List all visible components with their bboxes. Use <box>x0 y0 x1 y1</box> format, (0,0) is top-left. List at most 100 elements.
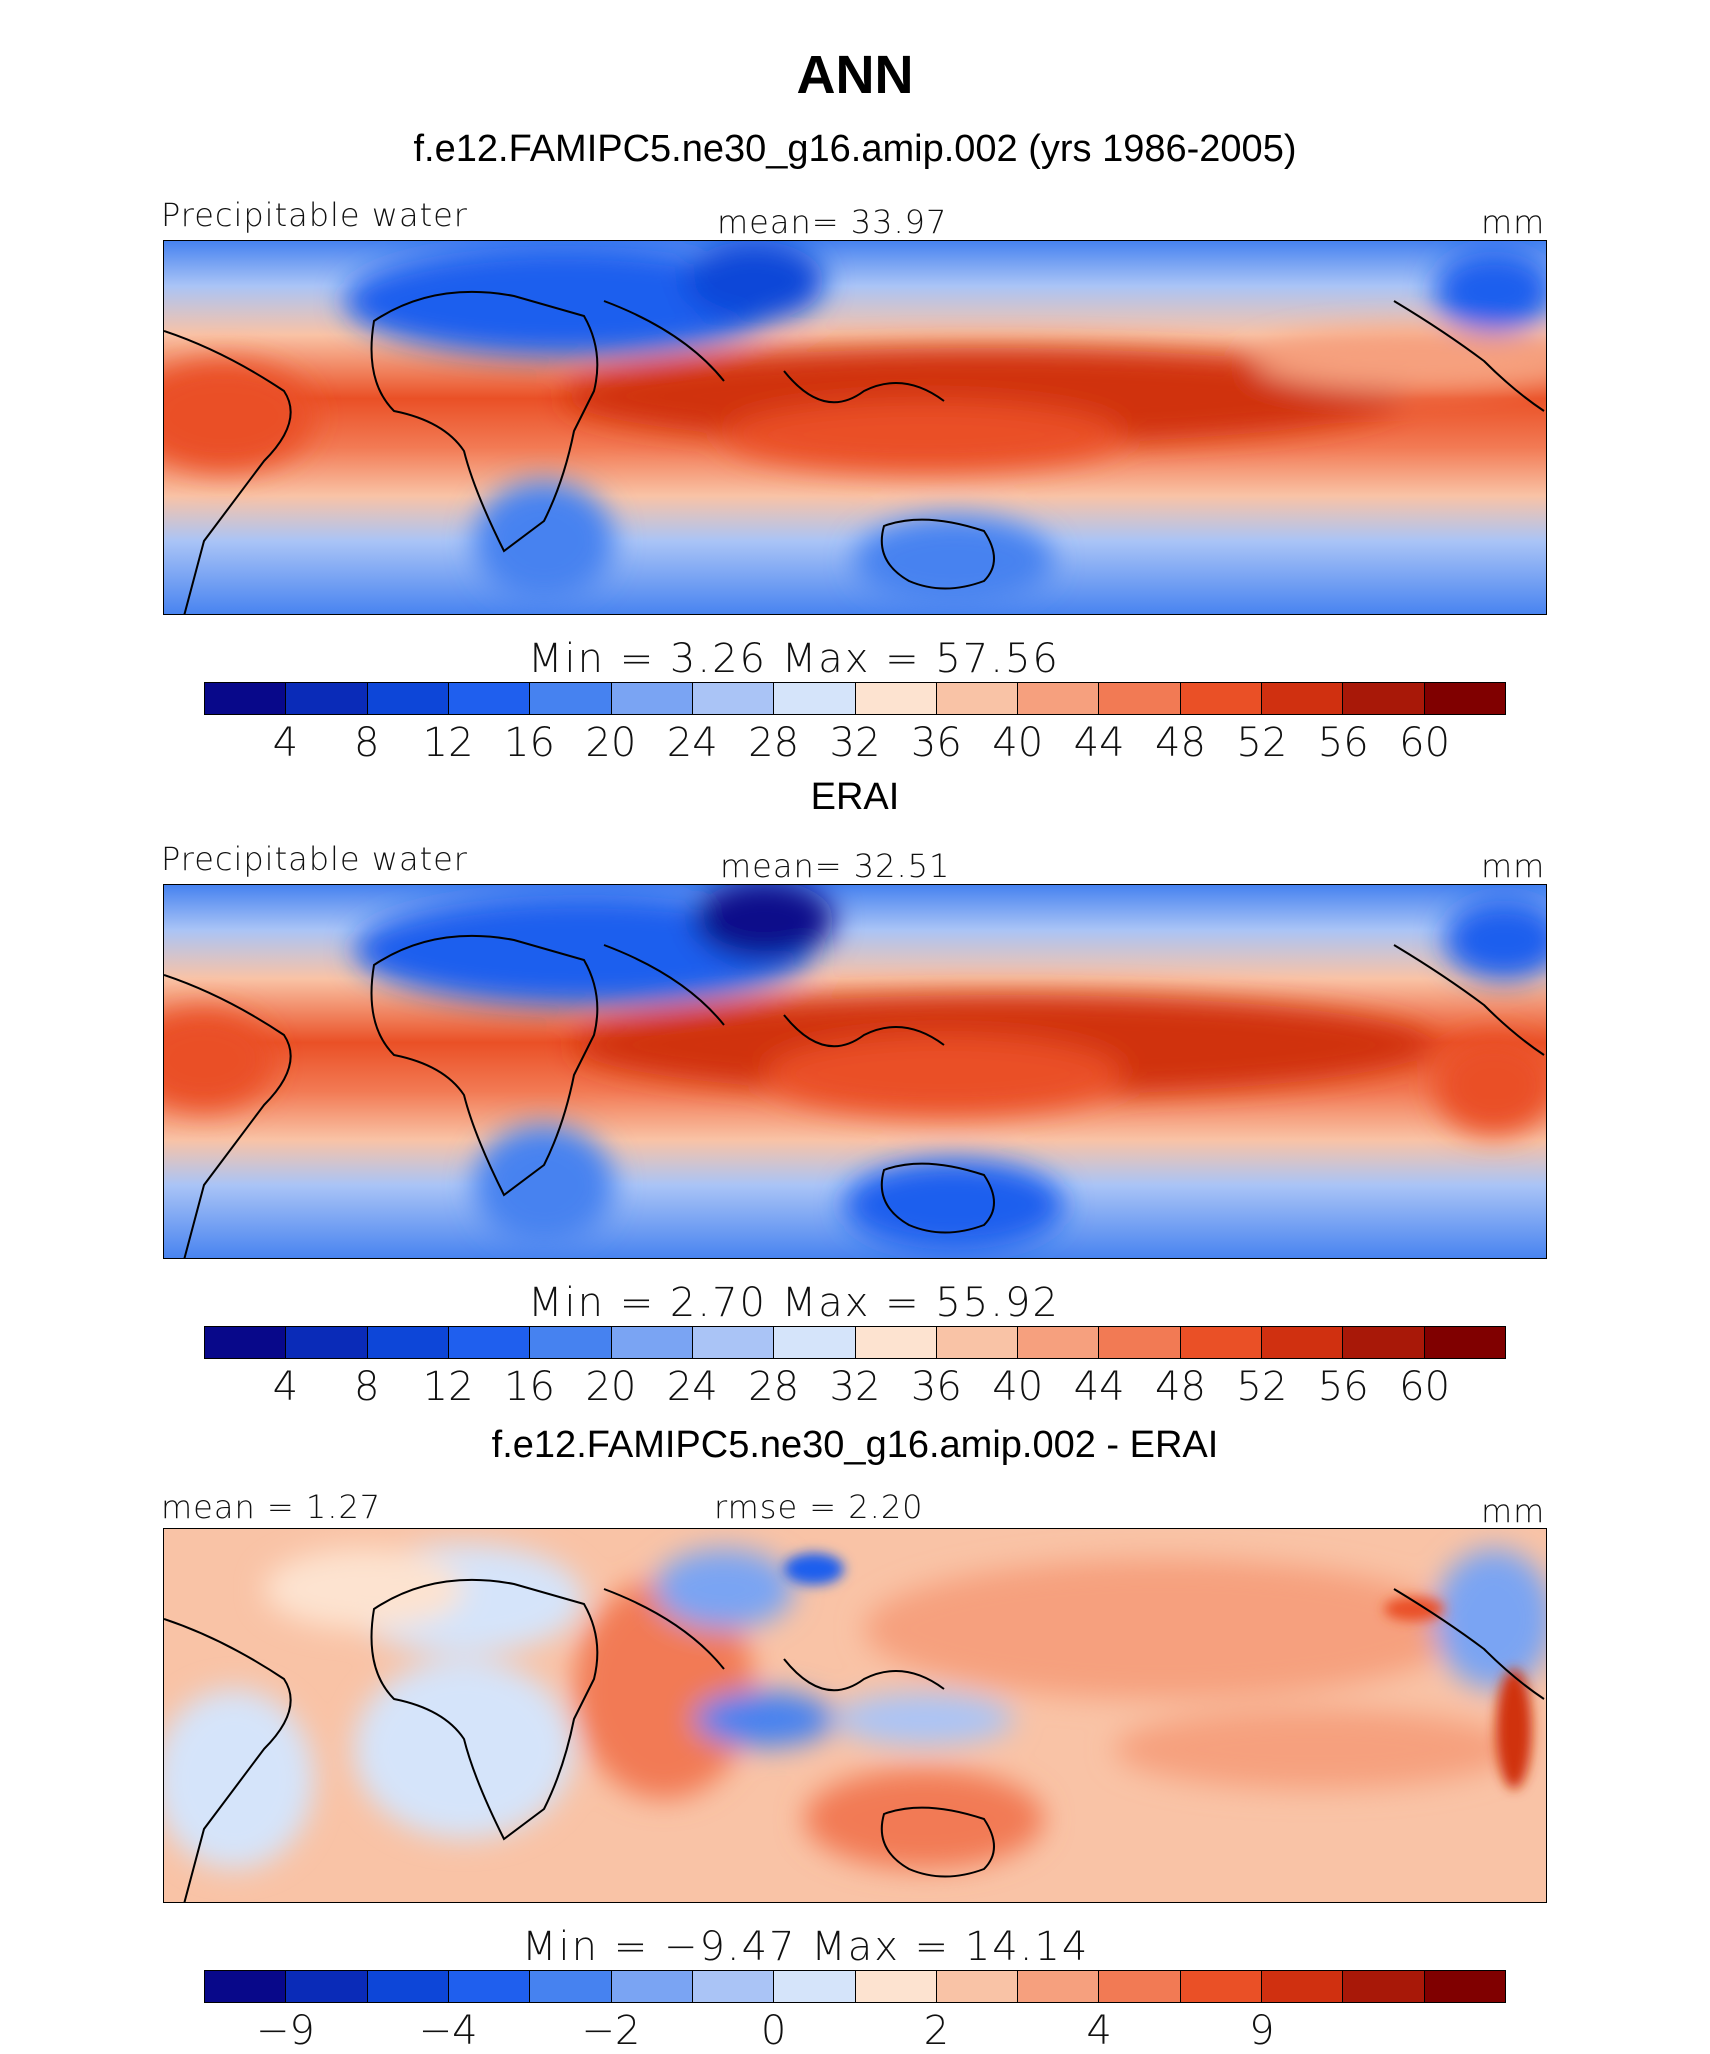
colorbar-tick-label: −2 <box>581 2008 641 2054</box>
panel-diff-colorbar <box>204 1970 1506 2003</box>
colorbar-segment <box>1180 1971 1263 2002</box>
colorbar-tick-label: 44 <box>1073 720 1125 766</box>
colorbar-segment <box>286 683 368 714</box>
panel-model-colorbar <box>204 682 1506 715</box>
colorbar-tick-label: 40 <box>992 1364 1044 1410</box>
colorbar-segment <box>1343 1971 1425 2002</box>
colorbar-tick-label: 4 <box>272 1364 299 1410</box>
colorbar-segment <box>692 1327 775 1358</box>
colorbar-segment <box>774 1971 856 2002</box>
colorbar-segment <box>1343 683 1425 714</box>
colorbar-segment <box>1180 1327 1263 1358</box>
colorbar-segment <box>367 683 449 714</box>
colorbar-segment <box>205 683 287 714</box>
colorbar-segment <box>1018 1327 1100 1358</box>
colorbar-segment <box>692 683 775 714</box>
colorbar-segment <box>1018 1971 1100 2002</box>
colorbar-segment <box>936 1327 1019 1358</box>
panel-model-map <box>163 240 1547 615</box>
colorbar-tick-label: 12 <box>422 720 474 766</box>
colorbar-tick-label: 12 <box>422 1364 474 1410</box>
colorbar-segment <box>855 1971 937 2002</box>
colorbar-tick-label: 8 <box>354 720 380 766</box>
colorbar-segment <box>367 1971 449 2002</box>
panel-diff-center-label: rmse = 2.20 <box>714 1488 924 1526</box>
colorbar-segment <box>936 683 1019 714</box>
colorbar-segment <box>1099 1327 1181 1358</box>
colorbar-tick-label: 48 <box>1155 1364 1206 1410</box>
colorbar-segment <box>1262 1971 1344 2002</box>
colorbar-segment <box>936 1971 1019 2002</box>
colorbar-tick-label: −9 <box>255 2008 315 2054</box>
colorbar-segment <box>1424 1327 1505 1358</box>
colorbar-tick-label: 32 <box>829 1364 881 1410</box>
panel-obs-map <box>163 884 1547 1259</box>
colorbar-tick-label: 36 <box>910 720 962 766</box>
colorbar-segment <box>1099 1971 1181 2002</box>
colorbar-segment <box>1099 683 1181 714</box>
colorbar-segment <box>611 683 693 714</box>
colorbar-segment <box>205 1971 287 2002</box>
panel-obs-units: mm <box>1481 847 1546 885</box>
panel-diff-map <box>163 1528 1547 1903</box>
colorbar-tick-label: 4 <box>272 720 299 766</box>
colorbar-tick-label: 24 <box>666 720 718 766</box>
colorbar-tick-label: 56 <box>1317 1364 1369 1410</box>
colorbar-segment <box>855 683 937 714</box>
colorbar-segment <box>530 1327 612 1358</box>
panel-obs-colorbar <box>204 1326 1506 1359</box>
colorbar-tick-label: 60 <box>1399 1364 1451 1410</box>
panel-model-heading: f.e12.FAMIPC5.ne30_g16.amip.002 (yrs 198… <box>413 128 1297 170</box>
colorbar-tick-label: 20 <box>585 1364 637 1410</box>
colorbar-tick-label: 60 <box>1399 720 1451 766</box>
colorbar-segment <box>448 1327 531 1358</box>
colorbar-segment <box>205 1327 287 1358</box>
colorbar-tick-label: 0 <box>760 2008 787 2054</box>
panel-model-stats: Min = 3.26 Max = 57.56 <box>528 636 1060 682</box>
panel-diff-stats: Min = −9.47 Max = 14.14 <box>522 1924 1090 1970</box>
colorbar-segment <box>286 1327 368 1358</box>
colorbar-segment <box>1343 1327 1425 1358</box>
colorbar-segment <box>1262 1327 1344 1358</box>
colorbar-segment <box>611 1971 693 2002</box>
colorbar-segment <box>1262 683 1344 714</box>
colorbar-segment <box>1424 683 1505 714</box>
colorbar-segment <box>611 1327 693 1358</box>
colorbar-segment <box>530 683 612 714</box>
colorbar-segment <box>692 1971 775 2002</box>
panel-diff-left-label: mean = 1.27 <box>161 1488 382 1526</box>
panel-model-center-label: mean= 33.97 <box>717 203 948 241</box>
colorbar-tick-label: 20 <box>585 720 637 766</box>
colorbar-segment <box>448 1971 531 2002</box>
page-title: ANN <box>796 45 914 105</box>
colorbar-tick-label: 9 <box>1249 2008 1275 2054</box>
colorbar-tick-label: 24 <box>666 1364 718 1410</box>
colorbar-segment <box>286 1971 368 2002</box>
colorbar-segment <box>448 683 531 714</box>
colorbar-segment <box>367 1327 449 1358</box>
colorbar-tick-label: 40 <box>992 720 1044 766</box>
colorbar-segment <box>1424 1971 1505 2002</box>
colorbar-segment <box>774 1327 856 1358</box>
colorbar-tick-label: 36 <box>910 1364 962 1410</box>
colorbar-segment <box>530 1971 612 2002</box>
colorbar-tick-label: 16 <box>504 1364 555 1410</box>
panel-diff-heading: f.e12.FAMIPC5.ne30_g16.amip.002 - ERAI <box>491 1424 1219 1466</box>
colorbar-tick-label: 2 <box>923 2008 950 2054</box>
colorbar-segment <box>855 1327 937 1358</box>
colorbar-tick-label: 44 <box>1073 1364 1125 1410</box>
panel-diff-units: mm <box>1481 1492 1546 1530</box>
colorbar-segment <box>774 683 856 714</box>
panel-model-left-label: Precipitable water <box>161 196 468 234</box>
colorbar-segment <box>1018 683 1100 714</box>
panel-obs-center-label: mean= 32.51 <box>720 847 951 885</box>
colorbar-tick-label: −4 <box>418 2008 478 2054</box>
panel-model-units: mm <box>1481 203 1546 241</box>
colorbar-tick-label: 32 <box>829 720 881 766</box>
colorbar-tick-label: 52 <box>1236 720 1288 766</box>
panel-obs-stats: Min = 2.70 Max = 55.92 <box>528 1280 1060 1326</box>
colorbar-tick-label: 4 <box>1086 2008 1112 2054</box>
colorbar-tick-label: 28 <box>748 720 800 766</box>
colorbar-tick-label: 48 <box>1155 720 1206 766</box>
panel-obs-left-label: Precipitable water <box>161 840 468 878</box>
